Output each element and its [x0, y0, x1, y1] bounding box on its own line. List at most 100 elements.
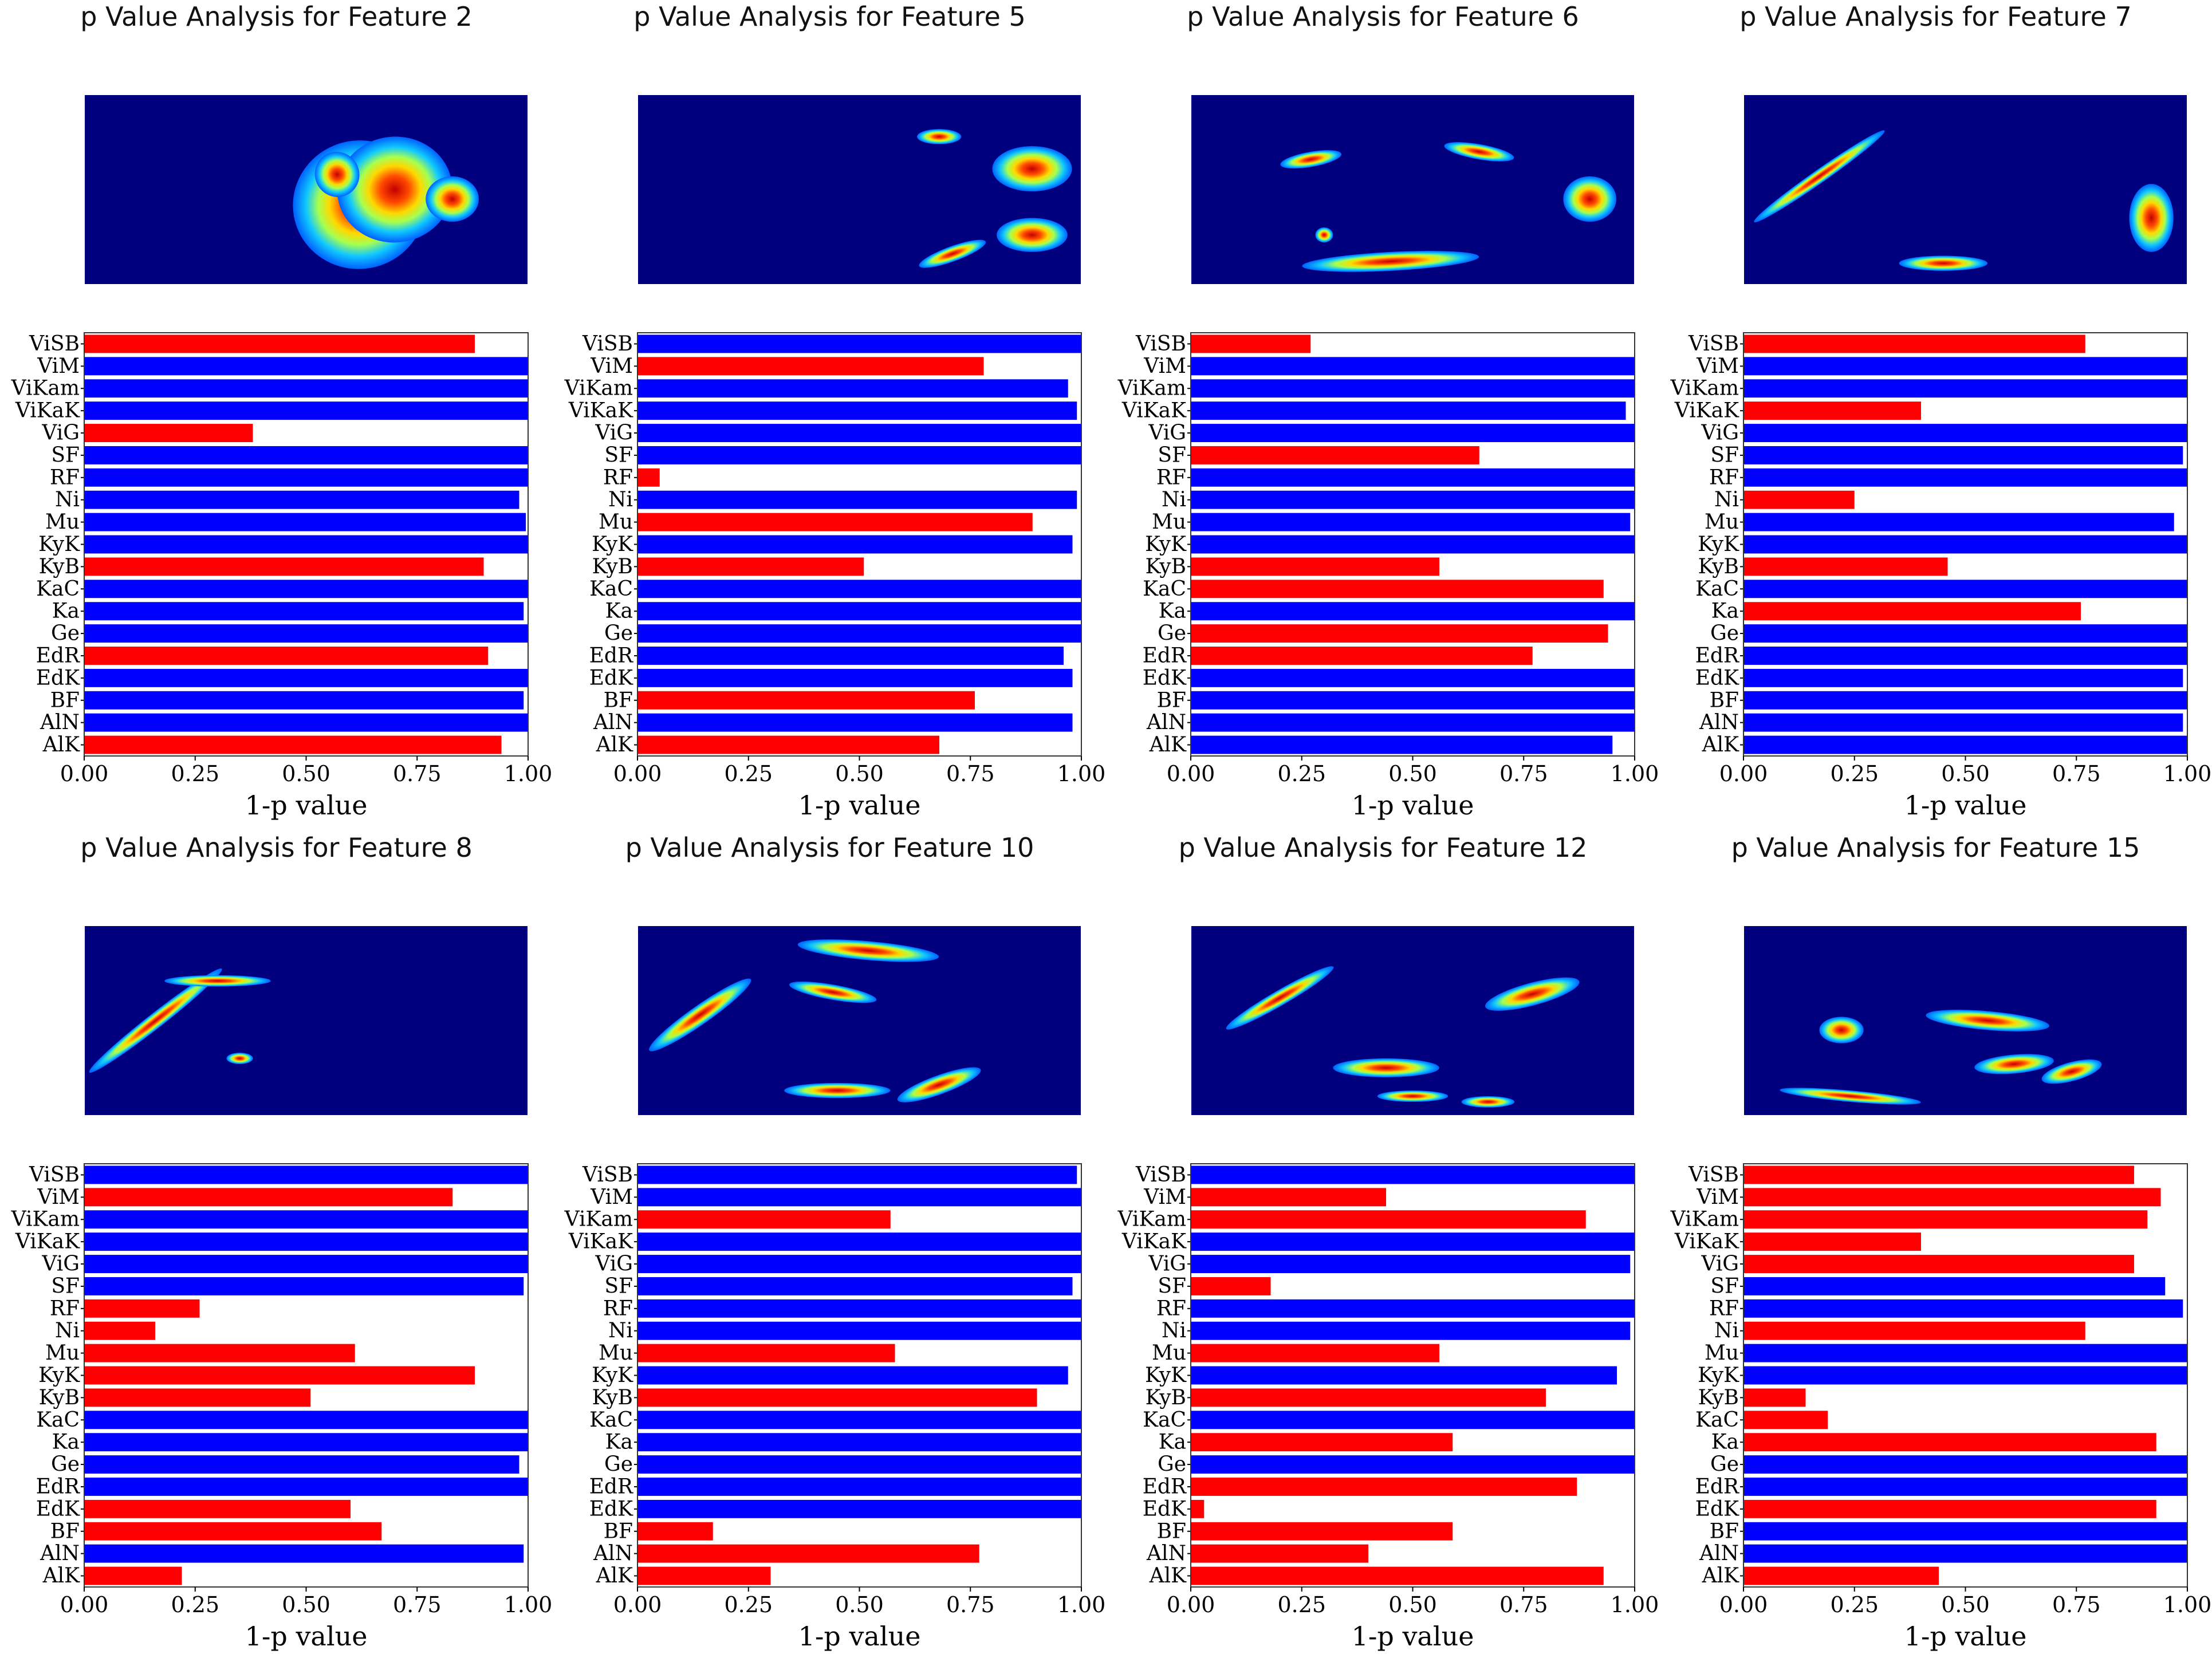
- x-axis-label: 1-p value: [1904, 1621, 2027, 1652]
- bar-AlK: [84, 735, 502, 754]
- bar-ViSB: [1191, 334, 1311, 353]
- x-tick-label: 1.00: [1611, 761, 1659, 786]
- y-tick-label: Ka: [52, 1431, 80, 1454]
- x-tick-label: 0.00: [1167, 761, 1215, 786]
- y-tick-label: ViKaK: [1121, 399, 1187, 423]
- y-tick-label: EdK: [589, 666, 633, 690]
- bar-EdK: [637, 1499, 1081, 1518]
- bar-ViKam: [1743, 379, 2187, 398]
- x-tick-label: 0.25: [724, 761, 773, 786]
- x-tick-label: 0.00: [613, 1592, 662, 1617]
- spectrogram-svg: [1226, 966, 1580, 1108]
- y-tick-label: ViKam: [564, 377, 633, 400]
- bar-AlK: [1743, 735, 2187, 754]
- chart-title: p Value Analysis for Feature 2: [80, 1, 473, 32]
- y-tick-label: ViG: [41, 1253, 80, 1276]
- y-tick-label: AlN: [1699, 711, 1739, 734]
- y-tick-label: ViSB: [1135, 332, 1186, 356]
- bar-RF: [1191, 468, 1635, 487]
- bar-RF: [84, 1299, 200, 1318]
- bar-EdR: [637, 647, 1064, 665]
- bar-Ka: [84, 1433, 528, 1452]
- y-tick-label: BF: [604, 688, 633, 712]
- bar-KyB: [84, 1388, 311, 1407]
- y-tick-label: Mu: [599, 510, 633, 534]
- feature-panel: p Value Analysis for Feature 10 ViSB ViM Vi…: [553, 831, 1106, 1662]
- bar-EdR: [1743, 1478, 2187, 1496]
- y-tick-label: SF: [51, 443, 80, 467]
- y-tick-label: Mu: [45, 1341, 80, 1365]
- x-tick-label: 1.00: [504, 761, 553, 786]
- spectrogram-blob: [1563, 176, 1617, 222]
- bar-Ni: [637, 490, 1077, 509]
- bar-ViSB: [1191, 1165, 1635, 1184]
- y-tick-label: KaC: [36, 577, 80, 601]
- y-tick-label: Mu: [1152, 510, 1186, 534]
- y-tick-label: KyB: [39, 1386, 80, 1409]
- bar-KaC: [84, 1411, 528, 1429]
- bar-Ge: [84, 1455, 519, 1474]
- y-tick-label: ViKaK: [15, 399, 80, 423]
- y-tick-label: EdR: [1143, 644, 1187, 667]
- bar-KyK: [84, 535, 528, 554]
- y-tick-label: EdK: [589, 1497, 633, 1521]
- y-tick-label: Mu: [45, 510, 80, 534]
- y-tick-label: ViKam: [11, 1208, 80, 1231]
- bar-ViKaK: [1191, 1232, 1635, 1251]
- y-tick-label: EdK: [1143, 666, 1187, 690]
- bar-Ni: [84, 1321, 155, 1340]
- bar-AlN: [84, 1544, 524, 1563]
- y-tick-label: RF: [1156, 466, 1186, 489]
- spectrogram-blob: [226, 1053, 253, 1064]
- y-tick-label: EdK: [36, 666, 80, 690]
- bar-AlN: [637, 1544, 979, 1563]
- spectrogram-blob: [1377, 1090, 1449, 1102]
- bar-ViM: [637, 1188, 1081, 1207]
- spectrogram-blob: [337, 136, 452, 243]
- y-tick-label: Ka: [1711, 1431, 1739, 1454]
- x-axis-label: 1-p value: [1352, 1621, 1474, 1652]
- bar-EdR: [637, 1478, 1081, 1496]
- y-tick-label: KyB: [592, 555, 633, 578]
- spectrogram-image: [1191, 926, 1634, 1115]
- y-tick-label: KyB: [39, 555, 80, 578]
- bar-ViSB: [1743, 1165, 2134, 1184]
- spectrogram-blob: [1302, 251, 1479, 272]
- y-tick-label: RF: [50, 466, 80, 489]
- spectrogram-image: [638, 95, 1081, 284]
- bar-ViSB: [637, 1165, 1077, 1184]
- y-tick-label: ViG: [1148, 422, 1186, 445]
- bar-ViM: [1191, 357, 1635, 376]
- y-tick-label: AlN: [40, 711, 80, 734]
- bar-ViKaK: [637, 1232, 1081, 1251]
- y-tick-label: ViKaK: [1121, 1230, 1187, 1254]
- y-tick-label: ViM: [590, 355, 633, 378]
- bar-KyK: [1743, 1366, 2187, 1385]
- bar-ViKam: [1743, 1210, 2148, 1229]
- bar-SF: [1191, 1277, 1271, 1295]
- bar-ViSB: [84, 334, 475, 353]
- x-tick-label: 0.50: [282, 761, 330, 786]
- bar-Ka: [637, 1433, 1081, 1452]
- y-tick-label: SF: [1158, 443, 1186, 467]
- bar-AlN: [637, 713, 1073, 732]
- y-tick-label: ViKaK: [568, 1230, 633, 1254]
- x-axis-label: 1-p value: [1352, 790, 1474, 821]
- y-tick-label: EdR: [1143, 1475, 1187, 1498]
- spectrogram-blob: [1315, 227, 1333, 243]
- spectrogram-blob: [897, 1067, 981, 1102]
- bar-Ka: [637, 602, 1081, 621]
- y-tick-label: KaC: [36, 1408, 80, 1432]
- bar-ViG: [1191, 424, 1635, 442]
- y-tick-label: Ka: [52, 600, 80, 623]
- bar-SF: [84, 446, 528, 464]
- y-tick-label: Ge: [1710, 1453, 1739, 1476]
- chart-title: p Value Analysis for Feature 5: [633, 1, 1026, 32]
- x-tick-label: 0.75: [393, 761, 442, 786]
- feature-panel: p Value Analysis for Feature 12 ViSB ViM Vi…: [1107, 831, 1659, 1662]
- bar-SF: [637, 1277, 1073, 1295]
- bar-ViG: [1743, 424, 2187, 442]
- bar-Ka: [84, 602, 524, 621]
- y-tick-label: ViSB: [29, 1163, 80, 1187]
- y-tick-label: Ni: [608, 1319, 633, 1342]
